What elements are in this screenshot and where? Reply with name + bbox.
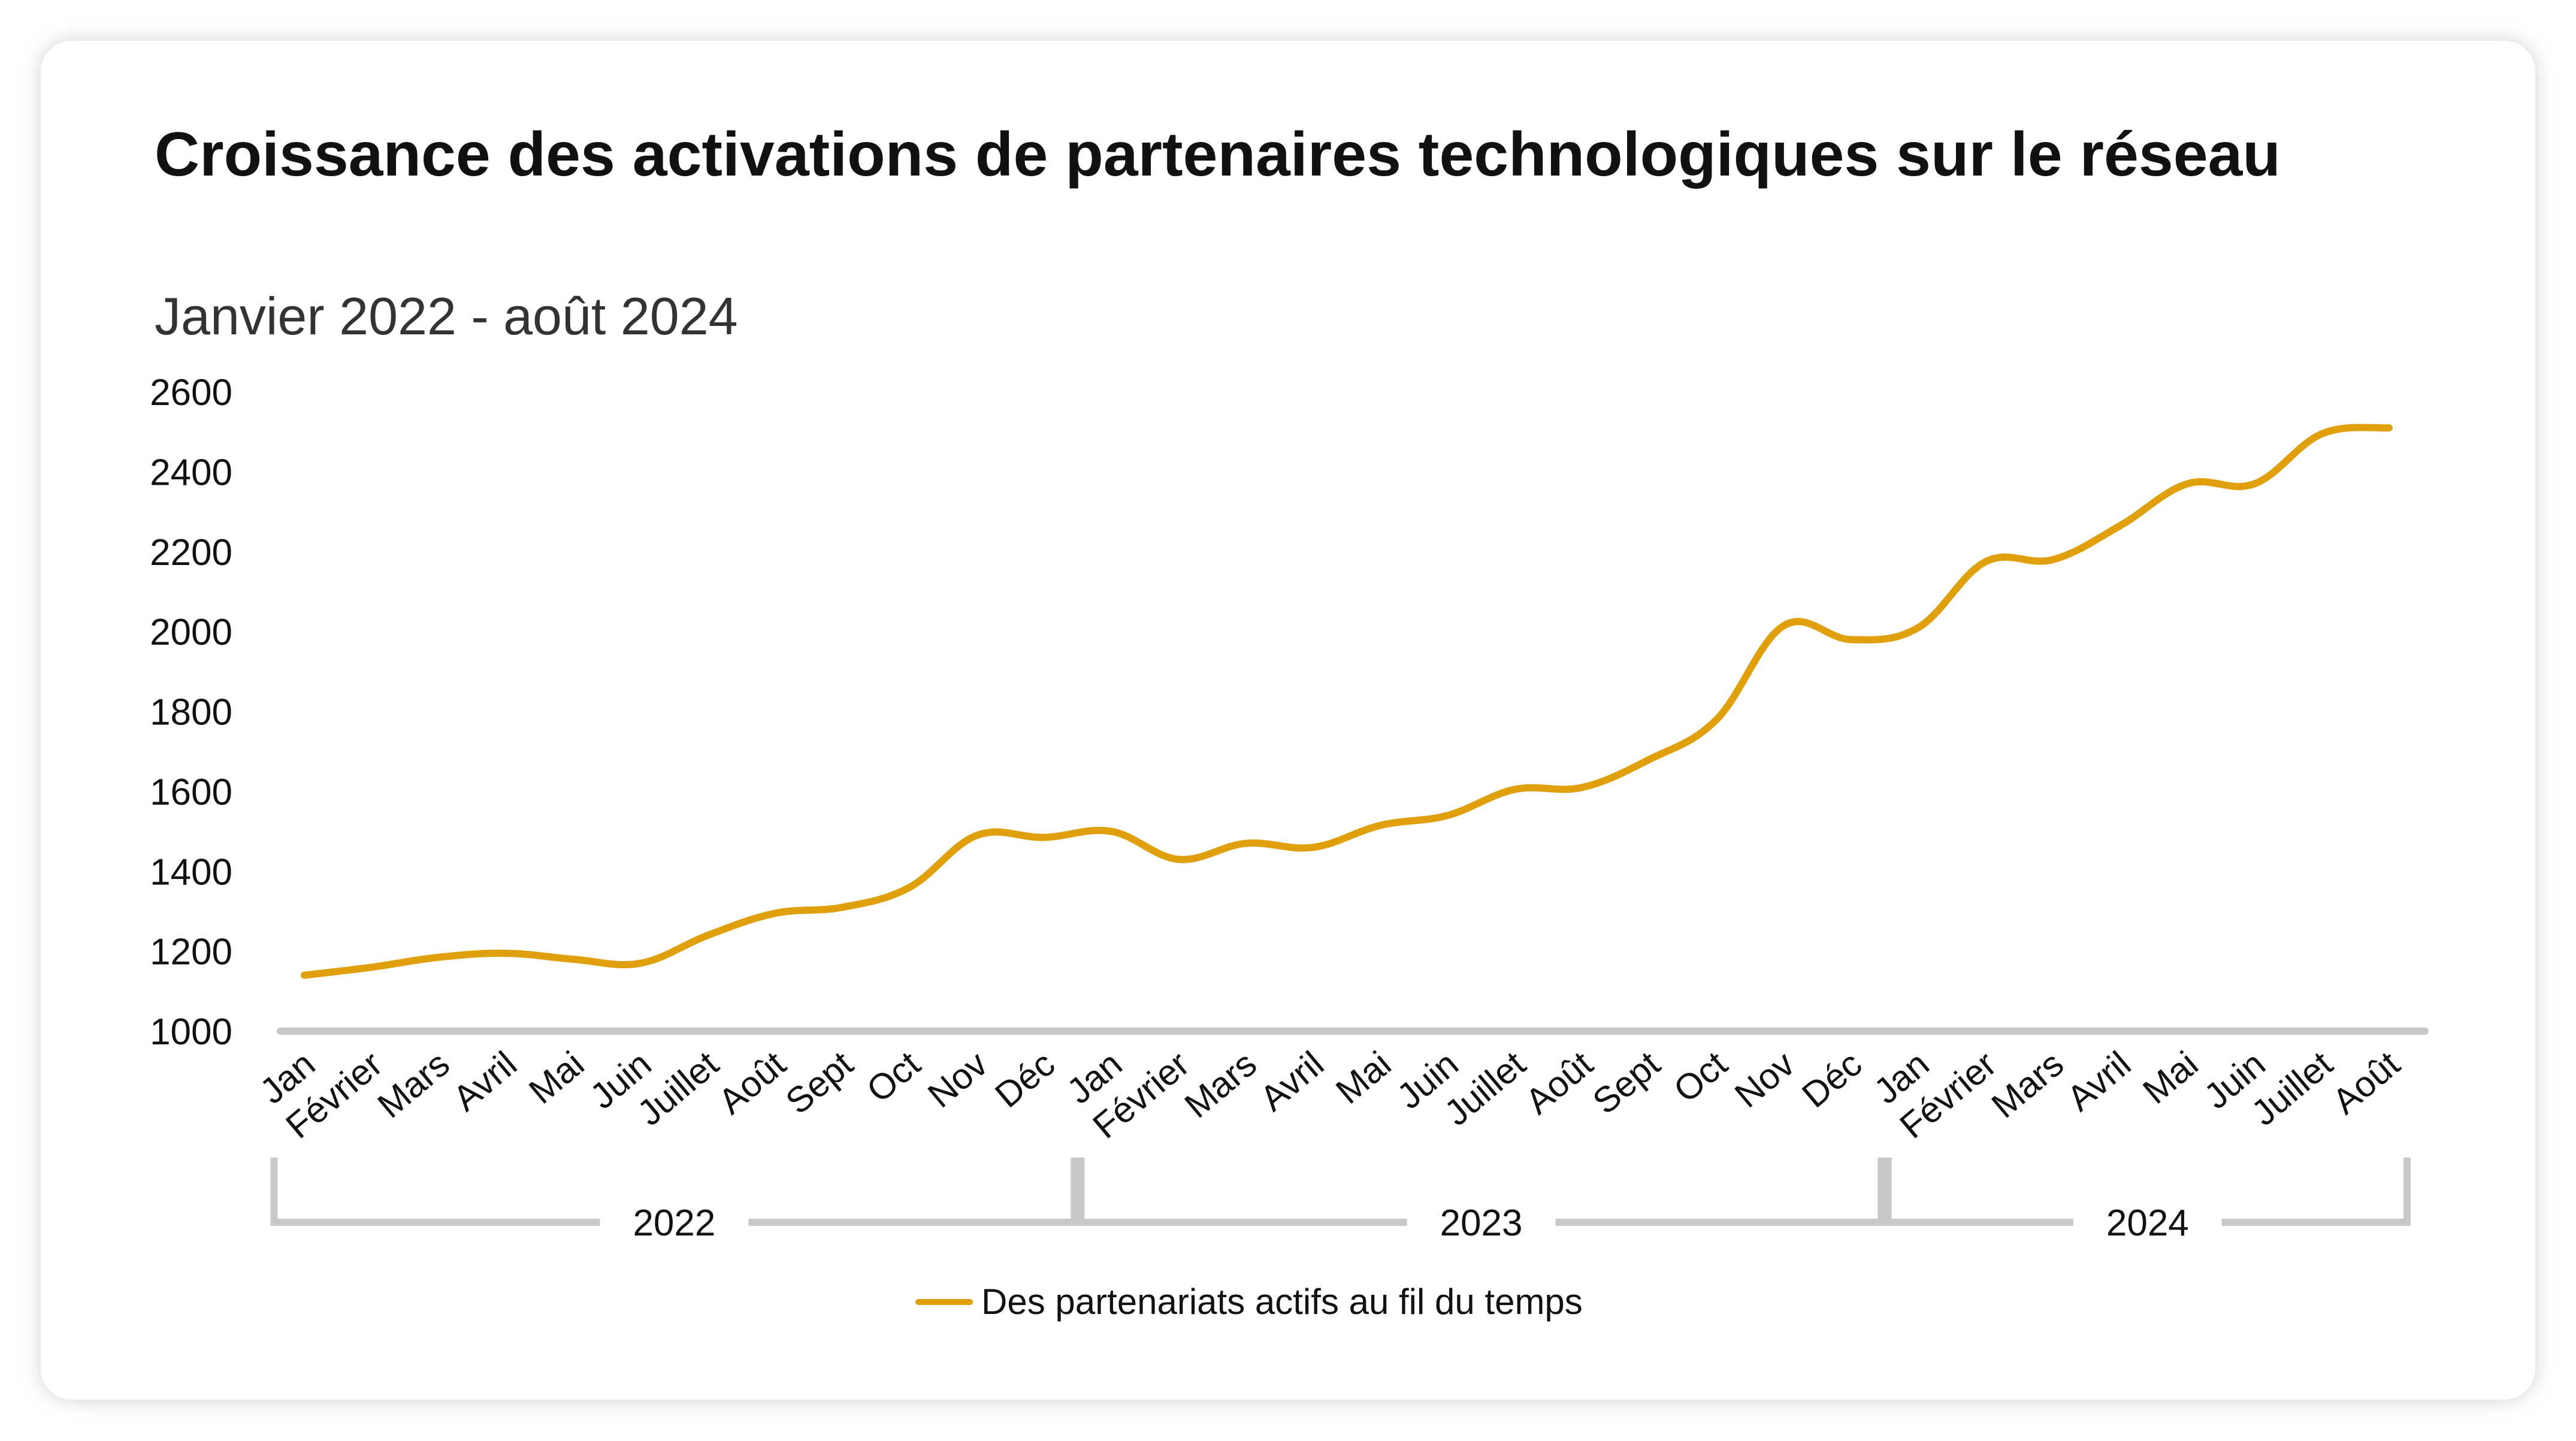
y-tick-label: 2200 <box>150 532 232 573</box>
data-point <box>637 960 644 967</box>
chart-subtitle: Janvier 2022 - août 2024 <box>155 286 738 346</box>
y-tick-label: 2600 <box>150 372 232 413</box>
x-tick-label: Sept <box>778 1043 861 1122</box>
data-point <box>1915 624 1922 631</box>
year-bracket-right <box>2221 1158 2411 1226</box>
data-point <box>1444 812 1451 819</box>
data-point <box>1713 716 1720 723</box>
data-points <box>301 424 2393 979</box>
data-point <box>1848 636 1855 643</box>
y-tick-label: 1600 <box>150 772 232 813</box>
data-point <box>1041 834 1048 841</box>
year-label: 2022 <box>633 1203 715 1244</box>
data-point <box>839 904 846 911</box>
data-point <box>772 910 779 917</box>
data-point <box>705 932 712 939</box>
y-tick-label: 1200 <box>150 932 232 973</box>
x-tick-label: Déc <box>1794 1044 1869 1116</box>
x-tick-label: Juillet <box>2244 1043 2341 1133</box>
data-point <box>1511 786 1519 793</box>
x-tick-label: Août <box>711 1043 794 1122</box>
x-tick-label: Nov <box>1727 1044 1802 1116</box>
year-bracket-right <box>1555 1158 1885 1226</box>
x-tick-label: Mai <box>521 1044 591 1111</box>
year-bracket-left <box>1884 1158 2073 1226</box>
data-point <box>2117 522 2124 529</box>
data-point <box>973 832 981 839</box>
year-bracket-right <box>748 1158 1078 1226</box>
data-point <box>368 963 375 971</box>
data-point <box>1242 840 1250 847</box>
x-tick-label: Sept <box>1585 1043 1668 1122</box>
data-point <box>2318 430 2326 437</box>
data-point <box>570 956 577 963</box>
y-tick-label: 2400 <box>150 452 232 493</box>
y-tick-label: 1800 <box>150 692 232 733</box>
data-point <box>503 950 510 957</box>
series-line <box>301 424 2393 979</box>
legend-label: Des partenariats actifs au fil du temps <box>981 1282 1583 1322</box>
legend-swatch <box>915 1298 973 1305</box>
data-point <box>1646 756 1653 763</box>
x-tick-label: Mars <box>1984 1044 2071 1126</box>
x-tick-label: Avril <box>1253 1044 1332 1119</box>
x-tick-label: Mai <box>1328 1044 1398 1111</box>
x-tick-label: Mai <box>2135 1044 2205 1111</box>
y-tick-label: 1000 <box>150 1011 232 1053</box>
year-bracket-left <box>270 1158 600 1226</box>
x-tick-label: Oct <box>859 1043 928 1110</box>
x-tick-label: Nov <box>920 1044 995 1116</box>
chart-card: Croissance des activations de partenaire… <box>41 41 2535 1400</box>
x-tick-label: Août <box>1518 1043 1601 1122</box>
data-point <box>2251 480 2258 487</box>
data-point <box>2049 556 2057 563</box>
data-point <box>2385 424 2393 431</box>
data-point <box>1780 622 1788 629</box>
x-tick-label: Mars <box>1177 1044 1264 1126</box>
data-point <box>1982 558 1989 565</box>
data-point <box>436 954 443 961</box>
year-label: 2023 <box>1440 1203 1523 1244</box>
x-axis-tick-labels: JanFévrierMarsAvrilMaiJuinJuilletAoûtSep… <box>252 1043 2407 1146</box>
x-tick-label: Oct <box>1666 1043 1735 1110</box>
year-bracket-left <box>1077 1158 1407 1226</box>
data-point <box>1579 784 1586 791</box>
x-tick-label: Avril <box>2060 1044 2139 1119</box>
data-point <box>1310 844 1317 851</box>
y-axis-ticks: 1000 1200 1400 1600 1800 2000 2200 2400 2600 <box>150 372 232 1053</box>
x-tick-label: Déc <box>987 1044 1062 1116</box>
x-tick-label: Avril <box>446 1044 525 1119</box>
data-point <box>1108 828 1115 835</box>
data-point <box>1175 856 1182 863</box>
y-tick-label: 2000 <box>150 612 232 653</box>
chart-title: Croissance des activations de partenaire… <box>155 120 2281 189</box>
data-point <box>2184 480 2191 487</box>
x-tick-label: Juillet <box>630 1043 726 1133</box>
x-tick-label: Août <box>2325 1043 2408 1122</box>
year-label: 2024 <box>2106 1203 2189 1244</box>
line-chart: 1000 1200 1400 1600 1800 2000 2200 2400 2600 Jan… <box>150 372 2429 1244</box>
data-point <box>1377 822 1384 829</box>
legend: Des partenariats actifs au fil du temps <box>915 1281 1583 1322</box>
x-tick-label: Juillet <box>1437 1043 1533 1133</box>
data-point <box>906 884 913 891</box>
data-point <box>301 972 308 979</box>
x-tick-label: Mars <box>370 1044 457 1126</box>
y-tick-label: 1400 <box>150 851 232 893</box>
year-brackets: 2022 2023 2024 <box>270 1158 2411 1244</box>
